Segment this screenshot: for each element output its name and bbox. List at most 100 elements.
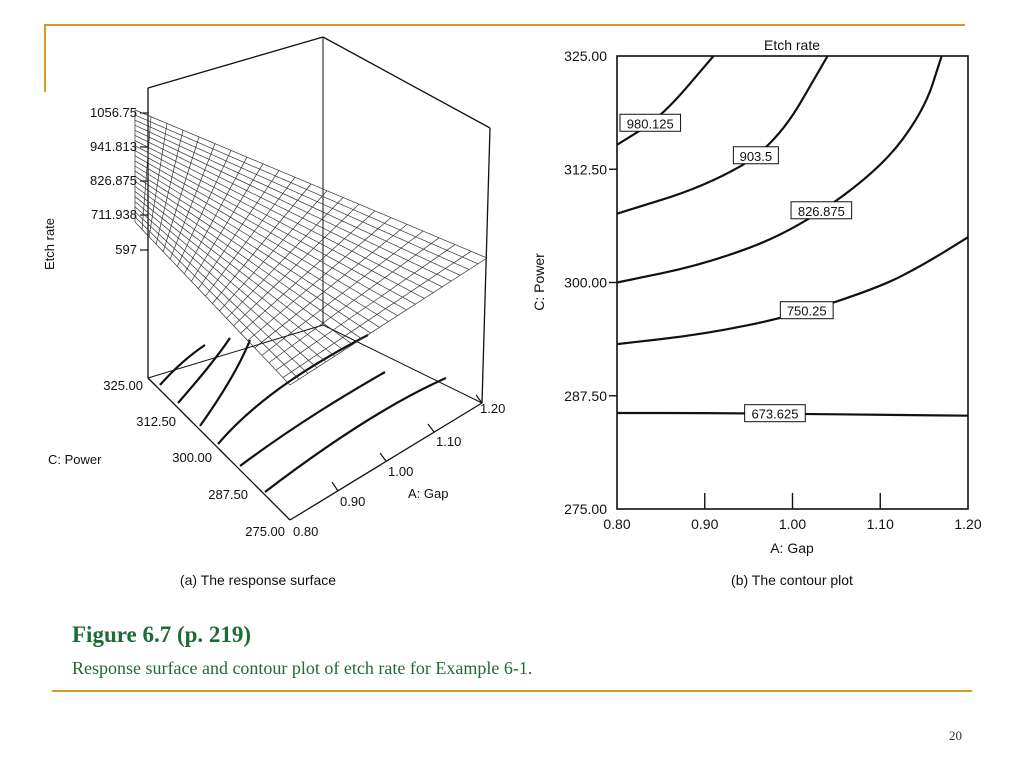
bottom-rule [52,690,972,692]
contour-lines [616,55,969,417]
gap-axis-label: A: Gap [408,486,448,501]
power-tick-label: 287.50 [208,487,248,502]
surface-chart [134,36,491,521]
mesh-line [134,170,380,328]
y-tick-label: 312.50 [564,161,607,177]
mesh-line [282,250,472,378]
surface-box-edge [147,324,324,379]
page-number: 20 [949,728,962,743]
x-tick-label: 0.90 [691,516,718,532]
z-tick-label: 711.938 [91,207,137,222]
power-tick-label: 275.00 [245,524,285,539]
z-tick-label: 941.813 [90,139,137,154]
contour-label-box [619,113,682,132]
surface-box-edge [322,36,491,129]
floor-contour [199,339,252,427]
contour-label-box [790,201,853,220]
mesh-line [212,183,312,304]
gap-tick-mark [427,423,435,433]
mesh-line [233,203,360,326]
contour-title: Etch rate [764,37,820,53]
mesh-line [247,217,392,341]
mesh-line [134,196,335,357]
y-tick-label: 287.50 [564,388,607,404]
mesh-line [134,206,318,368]
contour-level-label: 673.625 [751,407,798,422]
surface-box-edge [322,324,483,404]
floor-contour [217,334,369,445]
contour-line [616,55,829,215]
contour-line [616,55,715,146]
mesh-line [134,186,353,345]
surface-box-edge [147,36,324,89]
y-tick-label: 300.00 [564,275,607,291]
contour-ticks: 0.80 0.90 1.00 1.10 1.20 275.00 287.50 300.00 31… [564,48,982,532]
contour-caption: (b) The contour plot [731,572,853,588]
figure-description: Response surface and contour plot of etc… [72,658,533,678]
left-rule [44,24,46,92]
power-tick-mark [218,448,228,458]
power-tick-label: 300.00 [172,450,212,465]
surface-box-edge [289,402,483,521]
z-tick-label: 826.875 [90,173,137,188]
x-tick-label: 1.20 [954,516,981,532]
contour-label-box [779,301,834,320]
surface-box-edge [481,127,491,404]
gap-tick-mark [475,394,483,404]
z-tick-label: 597 [115,242,137,257]
contour-label-box [744,404,806,423]
contour-label-box [732,146,779,165]
z-tick-label: 1056.75 [90,105,137,120]
gap-tick-label: 1.10 [436,434,461,449]
mesh-line [134,211,309,374]
y-tick-label: 325.00 [564,48,607,64]
floor-contour [264,376,447,493]
mesh-line [289,257,488,386]
gap-tick-label: 1.20 [480,401,505,416]
z-axis-label: Etch rate [42,218,57,270]
gap-tick-label: 0.90 [340,494,365,509]
gap-tick-mark [331,481,339,492]
x-tick-label: 0.80 [603,516,630,532]
mesh-line [134,175,371,334]
mesh-line [134,191,344,351]
power-tick-mark [183,413,193,423]
mesh-line [254,224,408,349]
contour-line [616,236,969,346]
gap-tick-mark [379,452,387,462]
floor-contour [159,344,206,386]
floor-contour [177,337,231,404]
y-tick-label: 275.00 [564,501,607,517]
mesh-line [134,216,300,380]
mesh-line [240,210,376,334]
power-tick-mark [147,377,157,387]
gap-tick-label: 0.80 [293,524,318,539]
surface-mesh [134,109,488,386]
mesh-line [134,180,362,340]
power-axis-label: C: Power [48,452,102,467]
power-tick-mark [254,484,264,494]
floor-contour [239,371,386,467]
mesh-line [268,237,440,364]
mesh-line [219,190,328,312]
contour-y-axis-label: C: Power [531,253,547,311]
figure-title: Figure 6.7 (p. 219) [72,622,252,647]
x-tick-label: 1.00 [779,516,806,532]
surface-caption: (a) The response surface [180,572,336,588]
mesh-line [275,244,456,371]
gap-tick-label: 1.00 [388,464,413,479]
contour-level-label: 980.125 [627,116,674,131]
mesh-line [261,230,424,356]
contour-level-label: 750.25 [787,304,827,319]
contour-chart: 0.80 0.90 1.00 1.10 1.20 275.00 287.50 300.00 31… [564,48,982,532]
mesh-line [226,197,344,319]
contour-level-label: 903.5 [740,149,773,164]
power-tick-label: 312.50 [136,414,176,429]
power-tick-label: 325.00 [103,378,143,393]
contour-line [616,55,943,284]
contour-labels: 673.625 750.25 826.875 903.5 980.125 [619,113,853,423]
mesh-line [134,201,327,363]
x-tick-label: 1.10 [867,516,894,532]
top-rule [44,24,965,26]
mesh-line [134,221,291,386]
